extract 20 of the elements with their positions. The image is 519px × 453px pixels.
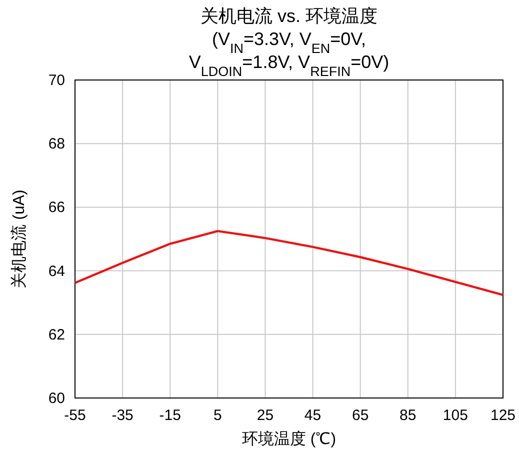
x-tick-label: 5 — [213, 407, 222, 424]
x-tick-label: 45 — [304, 407, 322, 424]
y-tick-label: 70 — [48, 72, 65, 89]
y-tick-label: 62 — [48, 326, 65, 344]
y-axis-title: 关机电流 (uA) — [10, 190, 28, 288]
x-tick-label: 85 — [400, 407, 416, 424]
line-series — [74, 230, 504, 296]
chart-title: 关机电流 vs. 环境温度 (V$_{IN}$=3.3V, V$_{EN}$=0V, V$_{LDOIN}$=1.8V, V$_{REFIN}$=0V) — [188, 6, 390, 78]
x-tick-label: 65 — [352, 407, 369, 424]
x-tick-label: 125 — [490, 407, 516, 424]
y-tick-label: 68 — [48, 136, 65, 153]
y-tick-label: 64 — [48, 262, 65, 280]
x-tick-label: -15 — [159, 407, 181, 424]
x-axis-title: 环境温度 (℃) — [242, 430, 336, 448]
x-tick-label: -55 — [64, 407, 86, 424]
y-tick-label: 60 — [48, 390, 65, 407]
x-tick-label: 105 — [442, 407, 468, 424]
x-tick-label: -35 — [112, 407, 134, 424]
y-tick-label: 66 — [48, 199, 65, 216]
x-tick-label: 25 — [256, 407, 274, 424]
